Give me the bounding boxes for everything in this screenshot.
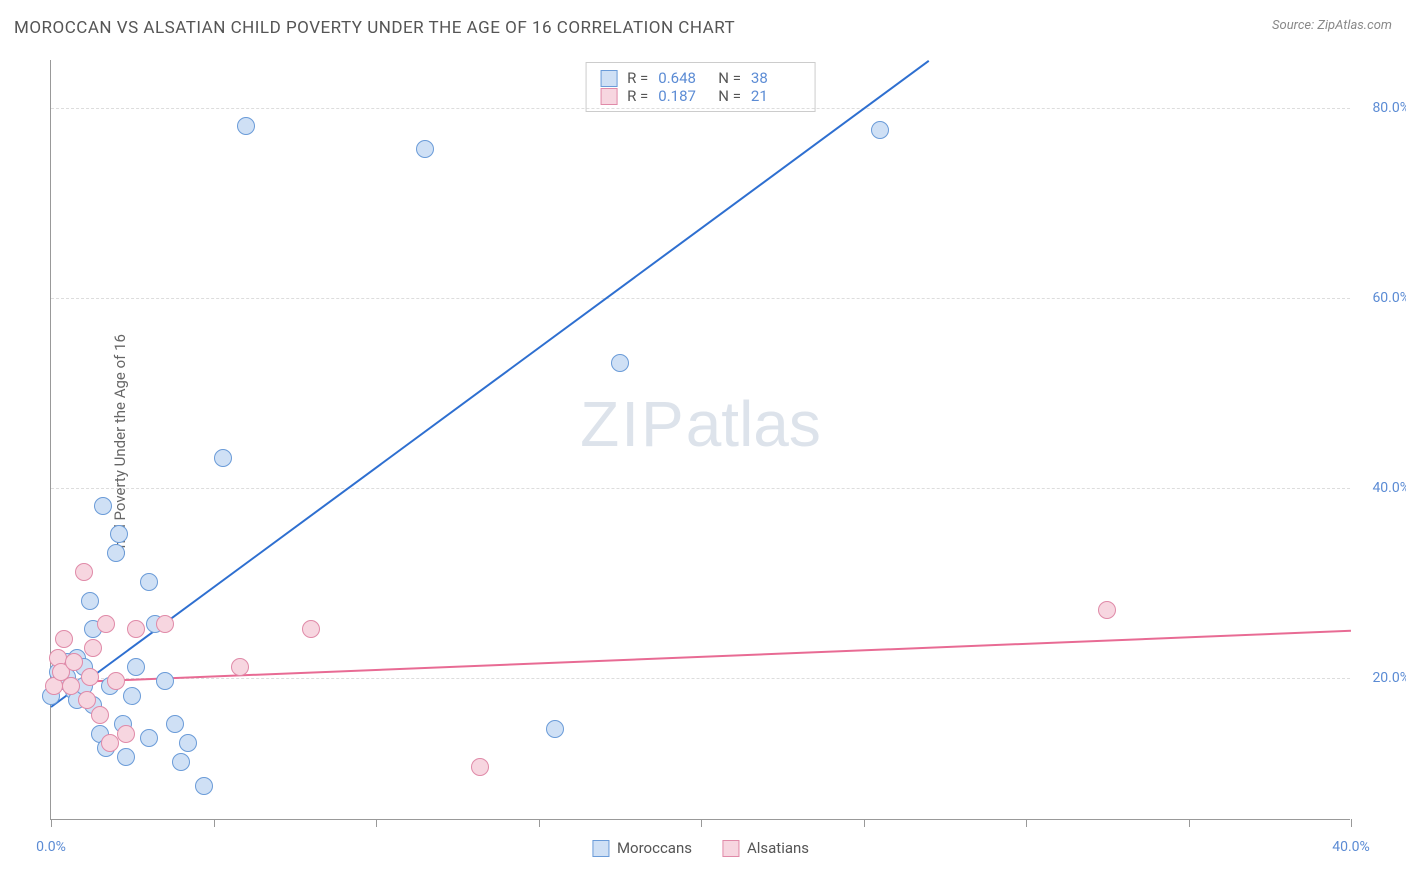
- series-legend: Moroccans Alsatians: [592, 839, 809, 857]
- stats-row-moroccans: R = 0.648 N = 38: [600, 69, 801, 87]
- source-label: Source: ZipAtlas.com: [1272, 18, 1392, 33]
- y-tick-label: 40.0%: [1372, 480, 1406, 496]
- data-point-alsatians: [91, 706, 109, 724]
- trend-line-moroccans: [50, 60, 929, 708]
- r-value-moroccans: 0.648: [658, 69, 708, 87]
- data-point-alsatians: [107, 672, 125, 690]
- data-point-alsatians: [156, 615, 174, 633]
- data-point-moroccans: [416, 140, 434, 158]
- stats-legend: R = 0.648 N = 38 R = 0.187 N = 21: [585, 62, 816, 112]
- gridline: [51, 108, 1350, 109]
- legend-label-alsatians: Alsatians: [747, 839, 809, 857]
- scatter-plot: ZIPatlas R = 0.648 N = 38 R = 0.187 N = …: [50, 60, 1350, 820]
- data-point-moroccans: [107, 544, 125, 562]
- data-point-alsatians: [1098, 601, 1116, 619]
- r-value-alsatians: 0.187: [658, 87, 708, 105]
- data-point-moroccans: [140, 573, 158, 591]
- watermark: ZIPatlas: [580, 387, 821, 461]
- r-label: R =: [627, 87, 648, 105]
- y-tick-label: 20.0%: [1372, 670, 1406, 686]
- gridline: [51, 298, 1350, 299]
- x-tick: [214, 819, 215, 827]
- data-point-alsatians: [81, 668, 99, 686]
- legend-swatch-moroccans: [592, 840, 609, 857]
- legend-item-alsatians: Alsatians: [722, 839, 809, 857]
- data-point-moroccans: [110, 525, 128, 543]
- x-tick: [864, 819, 865, 827]
- data-point-alsatians: [117, 725, 135, 743]
- watermark-bold: ZIP: [580, 388, 686, 460]
- x-tick: [1351, 819, 1352, 827]
- n-value-moroccans: 38: [751, 69, 801, 87]
- y-tick-label: 60.0%: [1372, 290, 1406, 306]
- data-point-moroccans: [166, 715, 184, 733]
- x-tick: [701, 819, 702, 827]
- data-point-alsatians: [84, 639, 102, 657]
- data-point-moroccans: [546, 720, 564, 738]
- data-point-moroccans: [237, 117, 255, 135]
- r-label: R =: [627, 69, 648, 87]
- data-point-alsatians: [127, 620, 145, 638]
- x-tick: [51, 819, 52, 827]
- data-point-moroccans: [611, 354, 629, 372]
- data-point-alsatians: [55, 630, 73, 648]
- stats-row-alsatians: R = 0.187 N = 21: [600, 87, 801, 105]
- data-point-moroccans: [127, 658, 145, 676]
- data-point-moroccans: [195, 777, 213, 795]
- data-point-alsatians: [75, 563, 93, 581]
- data-point-alsatians: [101, 734, 119, 752]
- x-tick: [1189, 819, 1190, 827]
- gridline: [51, 488, 1350, 489]
- data-point-alsatians: [302, 620, 320, 638]
- data-point-alsatians: [62, 677, 80, 695]
- data-point-alsatians: [65, 653, 83, 671]
- n-label: N =: [718, 69, 741, 87]
- data-point-moroccans: [172, 753, 190, 771]
- x-tick-label: 0.0%: [36, 839, 66, 855]
- data-point-moroccans: [140, 729, 158, 747]
- data-point-moroccans: [214, 449, 232, 467]
- legend-item-moroccans: Moroccans: [592, 839, 692, 857]
- data-point-moroccans: [94, 497, 112, 515]
- n-value-alsatians: 21: [751, 87, 801, 105]
- x-tick: [539, 819, 540, 827]
- x-tick: [376, 819, 377, 827]
- data-point-moroccans: [81, 592, 99, 610]
- data-point-moroccans: [156, 672, 174, 690]
- y-tick-label: 80.0%: [1372, 100, 1406, 116]
- watermark-light: atlas: [686, 388, 821, 460]
- legend-swatch-alsatians: [722, 840, 739, 857]
- trend-line-alsatians: [51, 630, 1351, 684]
- swatch-alsatians: [600, 88, 617, 105]
- chart-title: MOROCCAN VS ALSATIAN CHILD POVERTY UNDER…: [14, 18, 735, 38]
- gridline: [51, 678, 1350, 679]
- data-point-alsatians: [231, 658, 249, 676]
- data-point-moroccans: [117, 748, 135, 766]
- data-point-alsatians: [97, 615, 115, 633]
- legend-label-moroccans: Moroccans: [617, 839, 692, 857]
- data-point-moroccans: [871, 121, 889, 139]
- data-point-alsatians: [471, 758, 489, 776]
- x-tick-label: 40.0%: [1332, 839, 1370, 855]
- x-tick: [1026, 819, 1027, 827]
- n-label: N =: [718, 87, 741, 105]
- data-point-moroccans: [179, 734, 197, 752]
- swatch-moroccans: [600, 70, 617, 87]
- data-point-moroccans: [123, 687, 141, 705]
